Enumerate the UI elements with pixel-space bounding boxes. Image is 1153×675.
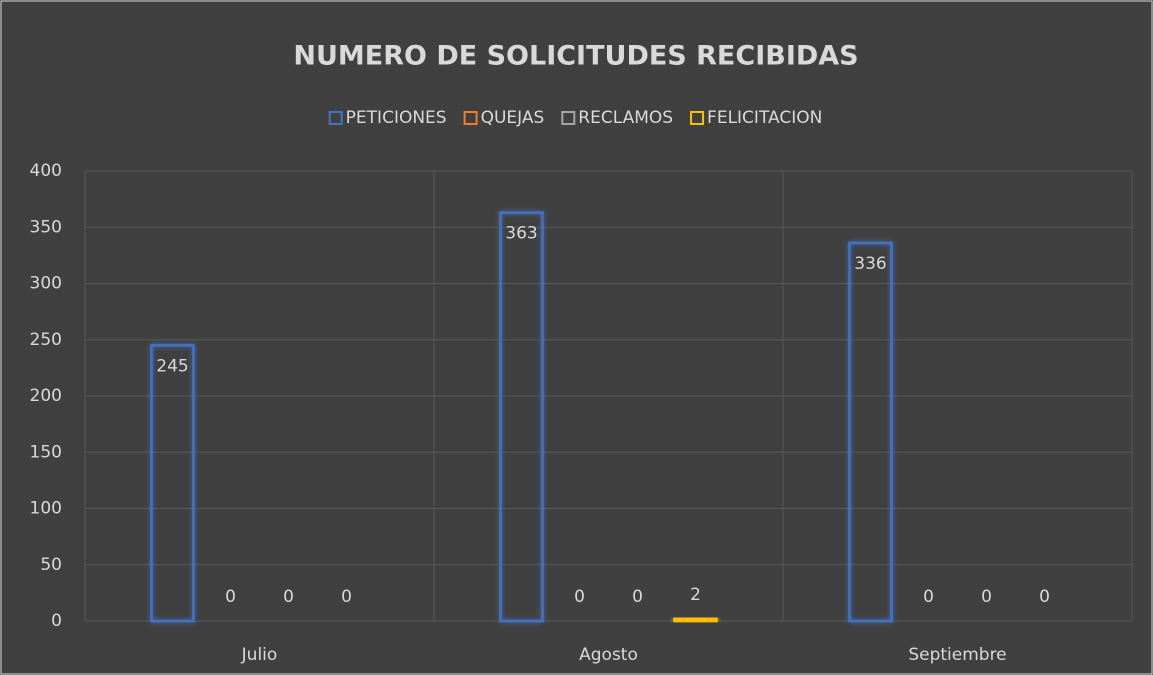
y-tick-label: 0 <box>51 611 62 631</box>
data-label: 0 <box>981 587 992 607</box>
y-tick-label: 200 <box>30 386 62 406</box>
chart-title: NUMERO DE SOLICITUDES RECIBIDAS <box>293 41 858 72</box>
x-tick-label: Agosto <box>579 645 638 665</box>
bar <box>499 211 544 623</box>
bar <box>848 241 893 623</box>
legend-swatch <box>463 111 478 125</box>
x-tick-label: Julio <box>241 645 278 665</box>
y-tick-label: 150 <box>30 442 62 462</box>
y-tick-label: 400 <box>30 161 62 181</box>
data-label: 0 <box>923 587 934 607</box>
data-label: 363 <box>505 224 537 244</box>
legend: PETICIONES QUEJAS RECLAMOS FELICITACION <box>328 108 822 128</box>
bar <box>673 617 718 623</box>
legend-label: PETICIONES <box>346 108 447 128</box>
legend-label: RECLAMOS <box>578 108 673 128</box>
y-tick-label: 50 <box>40 555 62 575</box>
data-label: 2 <box>690 585 701 605</box>
bar <box>150 344 195 623</box>
data-label: 0 <box>574 587 585 607</box>
y-tick-label: 350 <box>30 217 62 237</box>
y-tick-label: 100 <box>30 499 62 519</box>
legend-label: FELICITACION <box>707 108 822 128</box>
legend-label: QUEJAS <box>481 108 545 128</box>
legend-swatch <box>690 111 705 125</box>
y-tick-label: 300 <box>30 274 62 294</box>
data-label: 0 <box>341 587 352 607</box>
legend-swatch <box>561 111 576 125</box>
data-label: 0 <box>632 587 643 607</box>
data-label: 0 <box>1039 587 1050 607</box>
data-label: 0 <box>283 587 294 607</box>
y-tick-label: 250 <box>30 330 62 350</box>
data-label: 245 <box>156 356 188 376</box>
data-label: 0 <box>225 587 236 607</box>
x-tick-label: Septiembre <box>908 645 1006 665</box>
legend-swatch <box>328 111 343 125</box>
data-label: 336 <box>854 254 886 274</box>
